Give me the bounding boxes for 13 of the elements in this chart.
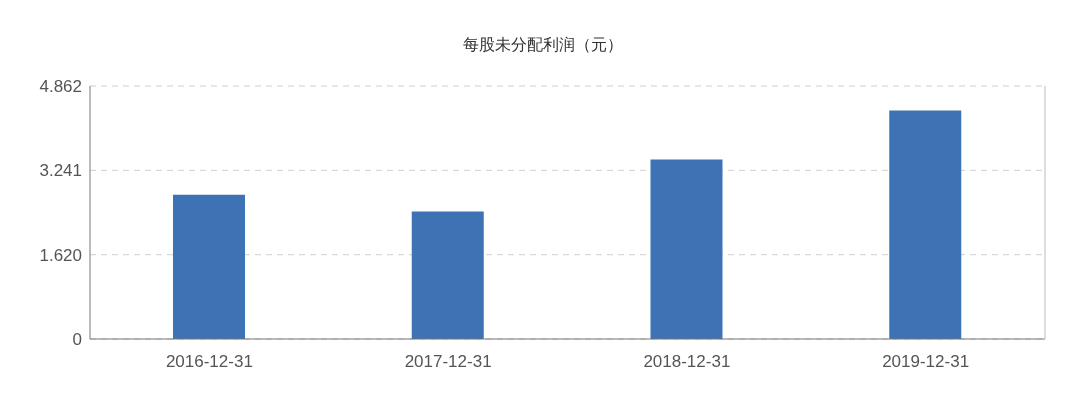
chart-title: 每股未分配利润（元） xyxy=(461,35,624,55)
y-tick-label: 0 xyxy=(72,330,82,350)
x-tick-label: 2017-12-31 xyxy=(404,352,492,372)
bar xyxy=(411,211,484,339)
y-tick-label: 1.620 xyxy=(39,245,82,265)
x-tick-label: 2019-12-31 xyxy=(882,352,970,372)
y-tick-label: 3.241 xyxy=(39,161,82,181)
x-tick-label: 2018-12-31 xyxy=(643,352,731,372)
y-tick-label: 4.862 xyxy=(39,77,82,97)
x-tick-label: 2016-12-31 xyxy=(165,352,253,372)
bar xyxy=(173,194,245,339)
bar xyxy=(889,110,962,339)
bar xyxy=(650,159,723,339)
